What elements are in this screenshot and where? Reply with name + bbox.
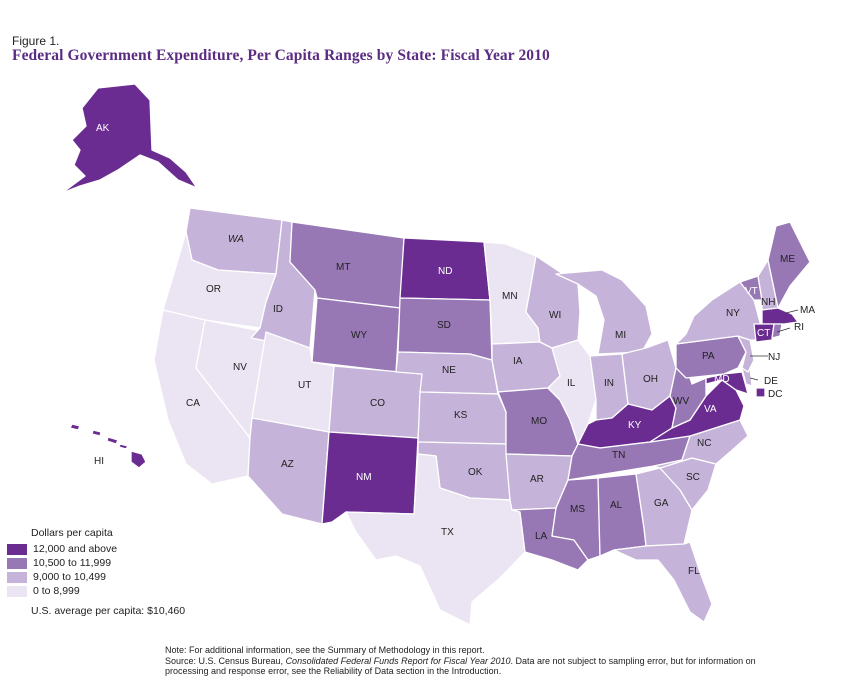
label-GA: GA bbox=[654, 498, 669, 509]
label-VT: VT bbox=[745, 286, 758, 297]
legend-label: 0 to 8,999 bbox=[33, 585, 80, 597]
label-RI: RI bbox=[794, 322, 804, 333]
legend-item: 0 to 8,999 bbox=[6, 584, 117, 598]
legend-swatch bbox=[6, 556, 28, 570]
label-MI: MI bbox=[615, 330, 626, 341]
legend-label: 12,000 and above bbox=[33, 543, 118, 555]
label-MO: MO bbox=[531, 416, 547, 427]
label-NM: NM bbox=[356, 472, 372, 483]
label-CT: CT bbox=[757, 328, 770, 339]
note-line: Note: For additional information, see th… bbox=[165, 645, 485, 655]
label-VA: VA bbox=[704, 404, 717, 415]
state-DC bbox=[755, 387, 766, 398]
figure-label: Figure 1. bbox=[12, 34, 60, 48]
state-CT bbox=[753, 323, 775, 343]
label-NJ: NJ bbox=[768, 352, 780, 363]
state-RI bbox=[771, 323, 783, 339]
state-FL bbox=[613, 541, 713, 623]
legend-item: 12,000 and above bbox=[6, 542, 117, 556]
label-IA: IA bbox=[513, 356, 523, 367]
label-ID: ID bbox=[273, 304, 283, 315]
map-title: Federal Government Expenditure, Per Capi… bbox=[12, 47, 550, 64]
label-OK: OK bbox=[468, 467, 483, 478]
label-NV: NV bbox=[233, 362, 247, 373]
label-UT: UT bbox=[298, 380, 311, 391]
label-SC: SC bbox=[686, 472, 700, 483]
legend: Dollars per capita 12,000 and above 10,5… bbox=[6, 527, 117, 598]
label-TN: TN bbox=[612, 450, 625, 461]
state-MA bbox=[761, 307, 799, 325]
label-AL: AL bbox=[610, 500, 623, 511]
state-AZ bbox=[247, 417, 330, 525]
state-TX bbox=[345, 453, 526, 626]
legend-swatch bbox=[6, 542, 28, 556]
label-IN: IN bbox=[604, 378, 614, 389]
label-MD: MD bbox=[714, 374, 730, 385]
legend-label: 10,500 to 11,999 bbox=[33, 557, 112, 569]
label-IL: IL bbox=[567, 378, 576, 389]
state-labels: AK HI WA OR CA NV ID MT WY UT AZ CO NM N… bbox=[94, 123, 815, 577]
label-MA: MA bbox=[800, 305, 815, 316]
legend-swatch bbox=[6, 584, 28, 598]
label-OH: OH bbox=[643, 374, 658, 385]
label-OR: OR bbox=[206, 284, 221, 295]
label-PA: PA bbox=[702, 351, 715, 362]
note-line: processing and response error, see the R… bbox=[165, 666, 502, 676]
state-MD bbox=[705, 371, 749, 395]
label-AK: AK bbox=[96, 123, 110, 134]
label-LA: LA bbox=[535, 531, 548, 542]
footnotes: Note: For additional information, see th… bbox=[165, 645, 825, 677]
state-IA bbox=[491, 341, 561, 393]
state-AK bbox=[61, 83, 198, 194]
label-MN: MN bbox=[502, 291, 518, 302]
legend-title: Dollars per capita bbox=[31, 527, 113, 539]
label-DE: DE bbox=[764, 376, 778, 387]
label-HI: HI bbox=[94, 456, 104, 467]
label-AZ: AZ bbox=[281, 459, 294, 470]
legend-item: 10,500 to 11,999 bbox=[6, 556, 117, 570]
label-TX: TX bbox=[441, 527, 454, 538]
label-WY: WY bbox=[351, 330, 367, 341]
label-WV: WV bbox=[673, 396, 689, 407]
label-NC: NC bbox=[697, 438, 711, 449]
label-FL: FL bbox=[688, 566, 700, 577]
label-KS: KS bbox=[454, 410, 468, 421]
label-NH: NH bbox=[761, 297, 775, 308]
label-DC: DC bbox=[768, 389, 782, 400]
label-KY: KY bbox=[628, 420, 642, 431]
source-line: Source: U.S. Census Bureau, Consolidated… bbox=[165, 655, 756, 666]
label-NE: NE bbox=[442, 365, 456, 376]
label-ND: ND bbox=[438, 266, 452, 277]
label-AR: AR bbox=[530, 474, 544, 485]
label-ME: ME bbox=[780, 254, 795, 265]
legend-swatch bbox=[6, 570, 28, 584]
label-NY: NY bbox=[726, 308, 740, 319]
label-SD: SD bbox=[437, 320, 451, 331]
label-MS: MS bbox=[570, 504, 585, 515]
label-CA: CA bbox=[186, 398, 200, 409]
label-CO: CO bbox=[370, 398, 385, 409]
legend-label: 9,000 to 10,499 bbox=[33, 571, 106, 583]
state-HI bbox=[69, 423, 147, 469]
label-WI: WI bbox=[549, 310, 561, 321]
leader-lines bbox=[749, 309, 799, 381]
label-MT: MT bbox=[336, 262, 350, 273]
us-average-note: U.S. average per capita: $10,460 bbox=[31, 605, 186, 617]
legend-item: 9,000 to 10,499 bbox=[6, 570, 117, 584]
label-WA: WA bbox=[228, 234, 244, 245]
